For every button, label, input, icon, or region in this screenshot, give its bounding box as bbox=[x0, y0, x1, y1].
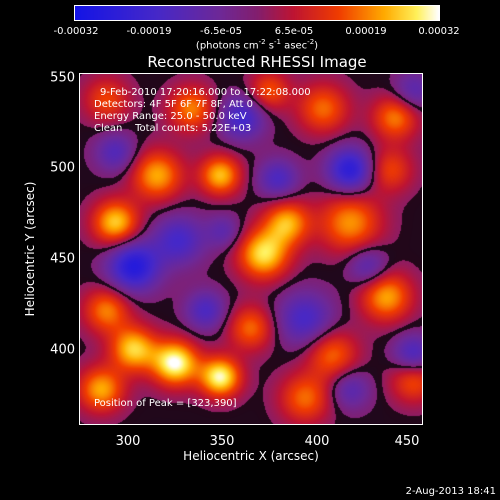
colorbar-tick: -0.00019 bbox=[126, 26, 172, 37]
colorbar bbox=[74, 5, 440, 21]
plot-frame bbox=[79, 73, 423, 425]
colorbar-tick: 0.00032 bbox=[418, 26, 460, 37]
x-axis-label: Heliocentric X (arcsec) bbox=[183, 449, 319, 463]
y-axis-label: Heliocentric Y (arcsec) bbox=[23, 181, 37, 317]
y-tick-label: 550 bbox=[50, 70, 75, 86]
x-tick-label: 300 bbox=[115, 434, 141, 449]
time-range-label: 9-Feb-2010 17:20:16.000 to 17:22:08.000 bbox=[100, 87, 311, 98]
colorbar-tick: 6.5e-05 bbox=[274, 26, 314, 37]
peak-position-label: Position of Peak = [323,390] bbox=[94, 398, 237, 409]
clean-counts-label: Clean Total counts: 5.22E+03 bbox=[94, 123, 252, 134]
colorbar-tick: -0.00032 bbox=[53, 26, 99, 37]
x-tick-label: 450 bbox=[394, 434, 420, 449]
colorbar-tick: -6.5e-05 bbox=[200, 26, 242, 37]
y-tick-label: 500 bbox=[50, 160, 75, 176]
y-tick-label: 450 bbox=[50, 251, 75, 267]
timestamp: 2-Aug-2013 18:41 bbox=[405, 486, 496, 497]
x-tick-label: 350 bbox=[209, 434, 235, 449]
chart-title: Reconstructed RHESSI Image bbox=[147, 53, 367, 71]
detectors-label: Detectors: 4F 5F 6F 7F 8F, Att 0 bbox=[94, 99, 254, 110]
colorbar-units: (photons cm-2 s-1 asec-2) bbox=[195, 38, 319, 52]
colorbar-tick: 0.00019 bbox=[345, 26, 387, 37]
heatmap-image bbox=[79, 73, 423, 425]
y-tick-label: 400 bbox=[50, 342, 75, 358]
energy-range-label: Energy Range: 25.0 - 50.0 keV bbox=[94, 111, 247, 122]
x-tick-label: 400 bbox=[304, 434, 330, 449]
